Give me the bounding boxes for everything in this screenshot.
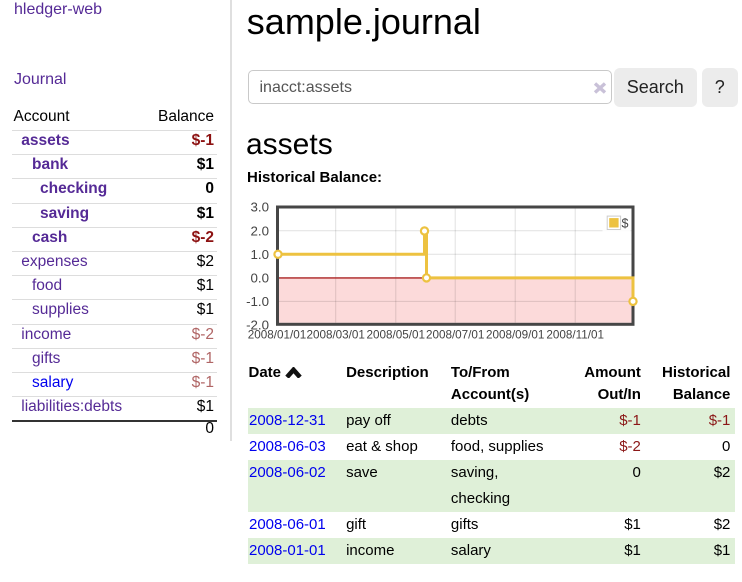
svg-text:2008/09/01: 2008/09/01 [486, 329, 545, 342]
svg-text:2.0: 2.0 [251, 223, 270, 238]
svg-text:0.0: 0.0 [251, 270, 270, 285]
svg-text:2008/05/01: 2008/05/01 [367, 329, 426, 342]
svg-text:$: $ [622, 217, 629, 231]
svg-text:2008/07/01: 2008/07/01 [426, 329, 485, 342]
svg-text:1.0: 1.0 [251, 247, 270, 262]
svg-text:-2.0: -2.0 [246, 317, 269, 332]
svg-text:-1.0: -1.0 [246, 294, 269, 309]
svg-text:3.0: 3.0 [251, 199, 270, 214]
svg-text:2008/11/01: 2008/11/01 [546, 329, 604, 342]
svg-text:2008/03/01: 2008/03/01 [306, 329, 365, 342]
svg-text:2008/01/01: 2008/01/01 [248, 329, 307, 342]
